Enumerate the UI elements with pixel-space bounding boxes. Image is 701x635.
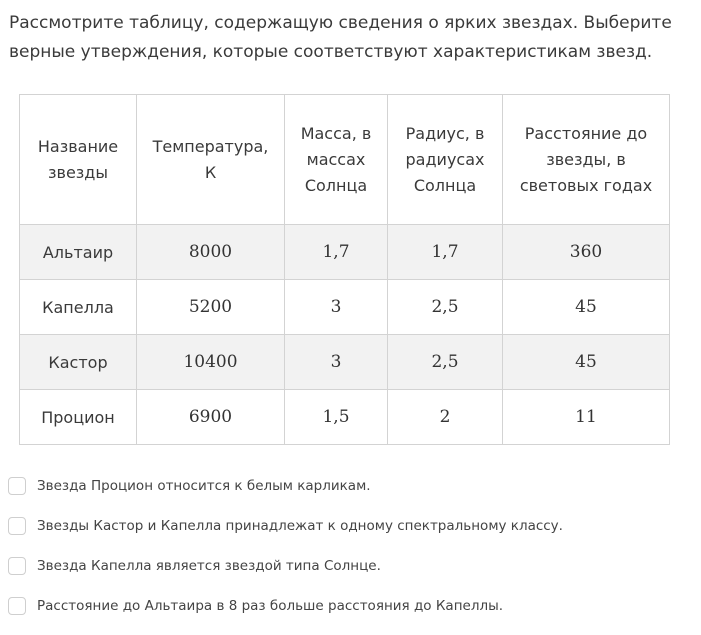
answer-option-label: Звезда Капелла является звездой типа Сол… xyxy=(37,558,381,574)
checkbox[interactable] xyxy=(8,517,26,535)
cell-star-name: Альтаир xyxy=(19,224,137,280)
answer-option-label: Расстояние до Альтаира в 8 раз больше ра… xyxy=(37,598,504,614)
table-row: Альтаир 8000 1,7 1,7 360 xyxy=(19,224,670,280)
cell-mass: 3 xyxy=(284,334,388,390)
header-temperature: Температура, К xyxy=(136,94,285,225)
cell-temperature: 8000 xyxy=(136,224,285,280)
answer-option-4[interactable]: Расстояние до Альтаира в 8 раз больше ра… xyxy=(8,595,698,617)
table-header-row: Название звезды Температура, К Масса, в … xyxy=(19,94,670,225)
cell-temperature: 10400 xyxy=(136,334,285,390)
cell-distance: 360 xyxy=(502,224,670,280)
cell-radius: 1,7 xyxy=(387,224,503,280)
stars-table: Название звезды Температура, К Масса, в … xyxy=(19,94,670,445)
table-row: Процион 6900 1,5 2 11 xyxy=(19,389,670,445)
answer-option-label: Звезда Процион относится к белым карлика… xyxy=(37,478,371,494)
question-text: Рассмотрите таблицу, содержащую сведения… xyxy=(9,13,672,62)
cell-star-name: Процион xyxy=(19,389,137,445)
checkbox[interactable] xyxy=(8,557,26,575)
answer-option-3[interactable]: Звезда Капелла является звездой типа Сол… xyxy=(8,555,698,577)
checkbox[interactable] xyxy=(8,477,26,495)
cell-mass: 1,5 xyxy=(284,389,388,445)
cell-star-name: Капелла xyxy=(19,279,137,335)
header-distance: Расстояние до звезды, в световых годах xyxy=(502,94,670,225)
answer-option-label: Звезды Кастор и Капелла принадлежат к од… xyxy=(37,518,563,534)
checkbox[interactable] xyxy=(8,597,26,615)
cell-star-name: Кастор xyxy=(19,334,137,390)
cell-mass: 3 xyxy=(284,279,388,335)
cell-temperature: 5200 xyxy=(136,279,285,335)
cell-mass: 1,7 xyxy=(284,224,388,280)
header-mass: Масса, в массах Солнца xyxy=(284,94,388,225)
header-radius: Радиус, в радиусах Солнца xyxy=(387,94,503,225)
cell-temperature: 6900 xyxy=(136,389,285,445)
cell-radius: 2,5 xyxy=(387,279,503,335)
cell-radius: 2 xyxy=(387,389,503,445)
table-row: Капелла 5200 3 2,5 45 xyxy=(19,279,670,335)
cell-distance: 11 xyxy=(502,389,670,445)
answer-option-1[interactable]: Звезда Процион относится к белым карлика… xyxy=(8,475,698,497)
table-row: Кастор 10400 3 2,5 45 xyxy=(19,334,670,390)
cell-radius: 2,5 xyxy=(387,334,503,390)
answer-option-2[interactable]: Звезды Кастор и Капелла принадлежат к од… xyxy=(8,515,698,537)
cell-distance: 45 xyxy=(502,279,670,335)
answer-options: Звезда Процион относится к белым карлика… xyxy=(8,475,698,635)
cell-distance: 45 xyxy=(502,334,670,390)
header-star-name: Название звезды xyxy=(19,94,137,225)
